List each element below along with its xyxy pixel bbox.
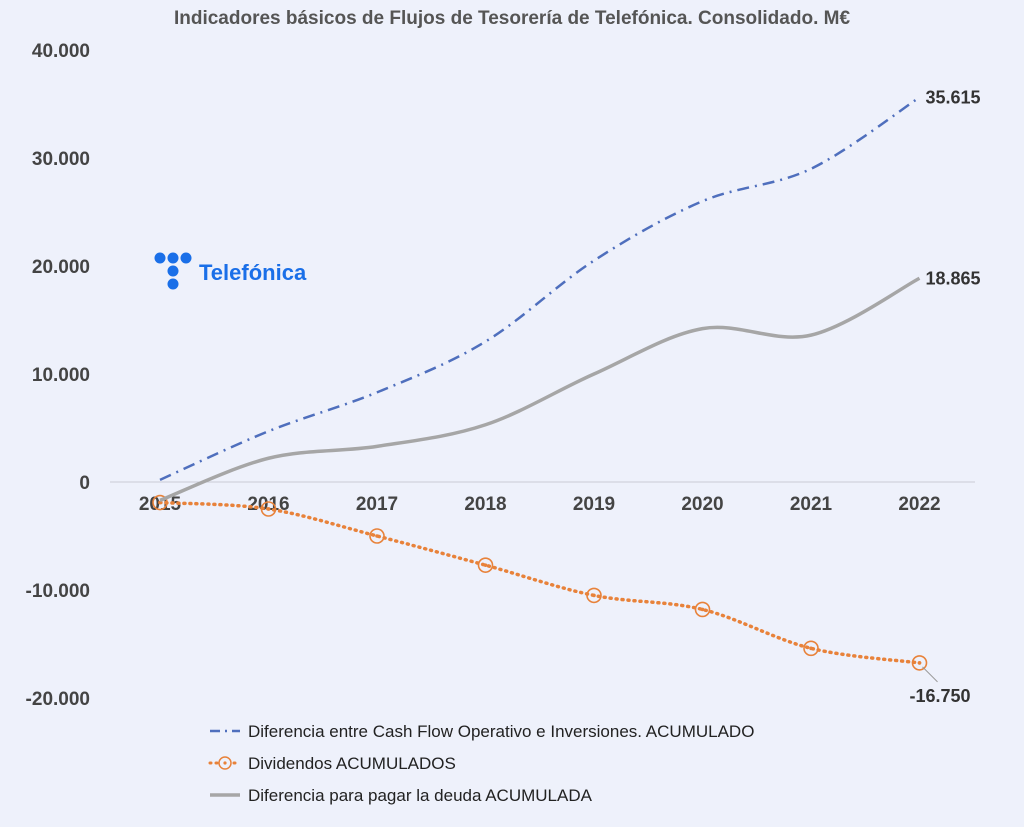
axes: 40.000 30.000 20.000 10.000 0 -10.000 -20.000 2… bbox=[26, 41, 975, 710]
data-point bbox=[260, 501, 277, 517]
x-tick-label: 2022 bbox=[898, 494, 940, 515]
label-leader-line bbox=[922, 666, 938, 683]
series-layer bbox=[152, 96, 928, 671]
data-label: 35.615 bbox=[926, 87, 981, 107]
legend: Diferencia entre Cash Flow Operativo e I… bbox=[208, 722, 754, 805]
y-tick-label: 40.000 bbox=[32, 41, 90, 62]
y-tick-label: 20.000 bbox=[32, 257, 90, 278]
legend-label: Diferencia para pagar la deuda ACUMULADA bbox=[248, 786, 593, 805]
data-label: 18.865 bbox=[926, 268, 981, 288]
legend-item: Diferencia para pagar la deuda ACUMULADA bbox=[210, 786, 593, 805]
x-tick-label: 2020 bbox=[681, 494, 723, 515]
x-tick-label: 2016 bbox=[247, 494, 289, 515]
x-tick-label: 2021 bbox=[790, 494, 833, 515]
x-tick-label: 2018 bbox=[464, 494, 506, 515]
data-point bbox=[369, 528, 385, 544]
logo-dot bbox=[167, 252, 179, 264]
data-point bbox=[694, 601, 711, 618]
labels-layer: 35.615 -16.750 18.865 bbox=[909, 87, 980, 706]
data-point bbox=[477, 557, 494, 573]
logo-dot bbox=[180, 252, 192, 264]
series-1 bbox=[159, 96, 921, 481]
y-tick-label: -10.000 bbox=[26, 581, 90, 602]
legend-item: Dividendos ACUMULADOS bbox=[208, 754, 456, 773]
data-point bbox=[586, 587, 602, 604]
y-tick-label: 30.000 bbox=[32, 149, 90, 170]
y-tick-label: -20.000 bbox=[26, 689, 90, 710]
legend-label: Dividendos ACUMULADOS bbox=[248, 754, 456, 773]
series-line bbox=[158, 500, 922, 665]
series-2 bbox=[152, 494, 928, 671]
x-tick-label: 2017 bbox=[356, 494, 398, 515]
chart-title: Indicadores básicos de Flujos de Tesorer… bbox=[174, 8, 851, 29]
telefonica-logo: Telefónica bbox=[154, 252, 307, 290]
logo-dot bbox=[154, 252, 166, 264]
y-tick-label: 10.000 bbox=[32, 365, 90, 386]
legend-label: Diferencia entre Cash Flow Operativo e I… bbox=[248, 722, 754, 741]
logo-dot bbox=[167, 278, 179, 290]
x-tick-label: 2019 bbox=[573, 494, 615, 515]
data-point bbox=[911, 655, 928, 671]
series-3 bbox=[159, 276, 921, 502]
series-line bbox=[159, 276, 921, 502]
logo-text: Telefónica bbox=[199, 260, 307, 285]
logo-dot bbox=[167, 265, 179, 277]
x-tick-label: 2015 bbox=[139, 494, 182, 515]
y-tick-label: 0 bbox=[79, 473, 90, 494]
data-point bbox=[803, 640, 819, 657]
legend-item: Diferencia entre Cash Flow Operativo e I… bbox=[210, 722, 754, 741]
data-label: -16.750 bbox=[909, 686, 970, 706]
series-line bbox=[159, 96, 921, 481]
